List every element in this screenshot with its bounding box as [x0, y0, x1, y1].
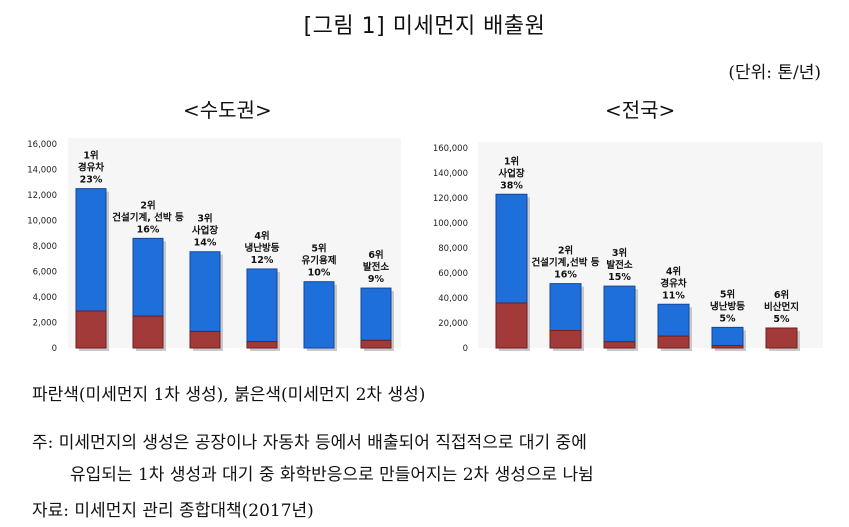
y-tick-label: 160,000 — [433, 144, 468, 154]
bar-secondary — [549, 330, 582, 349]
bar-primary — [360, 287, 392, 341]
bar-label: 비산먼지 — [764, 301, 799, 313]
bar-label: 16% — [554, 270, 577, 281]
bar-label: 발전소 — [363, 261, 389, 273]
bar-secondary — [603, 341, 636, 349]
y-tick-label: 140,000 — [433, 169, 468, 179]
y-tick-label: 100,000 — [433, 219, 468, 229]
bar-label: 16% — [137, 224, 160, 235]
footnote-line-1: 주: 미세먼지의 생성은 공장이나 자동차 등에서 배출되어 직접적으로 대기 … — [32, 433, 587, 453]
bar-label: 경유차 — [78, 162, 104, 174]
bar-label: 9% — [368, 274, 385, 285]
bar-label: 냉난방등 — [710, 300, 745, 312]
plot-area — [68, 138, 401, 348]
bar-label: 6위 — [368, 249, 383, 261]
bar-label: 2위 — [140, 199, 155, 211]
bar-chart-national: 0 20,000 40,000 60,000 80,000 100,000 120,000 1… — [433, 142, 823, 354]
bar-label: 3위 — [197, 213, 212, 225]
bar-label: 4위 — [666, 265, 681, 277]
region-label-metro: <수도권> — [183, 98, 272, 122]
bar-label: 1위 — [504, 155, 519, 167]
bar-label: 6위 — [774, 289, 789, 301]
bar-label: 12% — [251, 255, 274, 266]
bar-label: 5위 — [311, 243, 326, 255]
y-tick-label: 0 — [463, 344, 468, 354]
y-tick-label: 80,000 — [438, 244, 468, 254]
y-tick-label: 20,000 — [438, 319, 468, 329]
bar-label: 건설기계, 선박 등 — [112, 211, 184, 223]
legend-note: 파란색(미세먼지 1차 생성), 붉은색(미세먼지 2차 생성) — [32, 385, 426, 405]
bar-label: 5% — [773, 314, 790, 325]
bar-label: 11% — [662, 290, 685, 301]
y-tick-label: 12,000 — [27, 191, 57, 201]
bar-secondary — [657, 335, 690, 349]
bar-primary — [132, 237, 164, 317]
bar-label: 유기용제 — [302, 255, 337, 267]
bar-primary — [246, 268, 278, 343]
bar-primary — [549, 283, 582, 331]
plot-area — [478, 142, 823, 348]
bar-label: 15% — [608, 272, 631, 283]
footnote-line-2: 유입되는 1차 생성과 대기 중 화학반응으로 만들어지는 2차 생성으로 나뉨 — [70, 465, 594, 485]
bar-primary — [657, 303, 690, 337]
y-tick-label: 120,000 — [433, 194, 468, 204]
bar-secondary — [711, 345, 744, 349]
y-tick-label: 0 — [52, 344, 57, 354]
y-tick-label: 14,000 — [27, 166, 57, 176]
bar-label: 냉난방등 — [245, 242, 280, 254]
bar-secondary — [132, 315, 164, 349]
bar-secondary — [189, 330, 221, 349]
bar-primary — [75, 188, 107, 312]
bar-label: 3위 — [612, 247, 627, 259]
bar-label: 38% — [500, 180, 523, 191]
bar-label: 4위 — [254, 230, 269, 242]
y-tick-label: 16,000 — [27, 140, 57, 150]
y-tick-label: 6,000 — [33, 268, 57, 278]
bar-label: 사업장 — [192, 225, 218, 237]
bar-secondary — [246, 341, 278, 349]
bar-label: 발전소 — [606, 259, 632, 271]
bar-secondary — [765, 327, 798, 349]
bar-secondary — [75, 310, 107, 349]
unit-label: (단위: 톤/년) — [728, 63, 821, 83]
bar-label: 5위 — [720, 288, 735, 300]
bar-secondary — [360, 339, 392, 349]
y-tick-label: 4,000 — [33, 293, 57, 303]
region-label-national: <전국> — [605, 98, 676, 122]
bar-label: 23% — [80, 175, 103, 186]
bar-primary — [189, 251, 221, 332]
bar-primary — [603, 285, 636, 343]
bar-label: 1위 — [83, 150, 98, 162]
bar-label: 경유차 — [660, 277, 686, 289]
y-tick-label: 60,000 — [438, 269, 468, 279]
bar-primary — [303, 281, 335, 349]
bar-label: 14% — [194, 238, 217, 249]
bar-chart-metro: 0 2,000 4,000 6,000 8,000 10,000 12,000 14,000 1… — [27, 138, 401, 354]
bar-label: 5% — [719, 313, 736, 324]
y-tick-label: 10,000 — [27, 217, 57, 227]
bar-label: 2위 — [558, 245, 573, 257]
bar-label: 10% — [308, 268, 331, 279]
bar-label: 사업장 — [498, 167, 524, 179]
bar-secondary — [495, 302, 528, 349]
y-tick-label: 8,000 — [33, 242, 57, 252]
chart-title: [그림 1] 미세먼지 배출원 — [303, 14, 546, 39]
source-note: 자료: 미세먼지 관리 종합대책(2017년) — [32, 501, 314, 521]
y-tick-label: 2,000 — [33, 319, 57, 329]
bar-primary — [711, 326, 744, 346]
bar-primary — [495, 193, 528, 304]
y-tick-label: 40,000 — [438, 294, 468, 304]
bar-label: 건설기계,선박 등 — [531, 257, 599, 269]
